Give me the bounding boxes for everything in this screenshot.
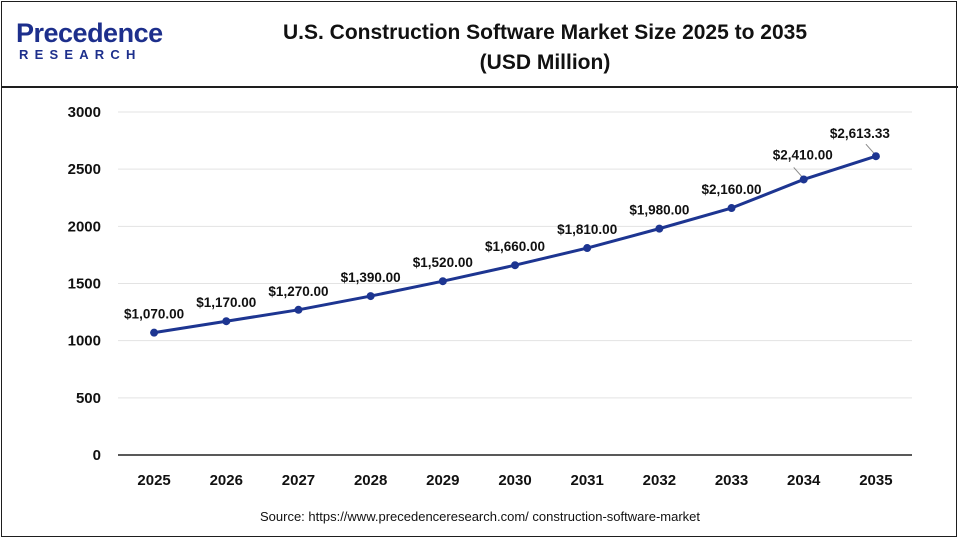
x-tick-label: 2030 bbox=[498, 472, 531, 489]
data-label: $2,160.00 bbox=[702, 182, 762, 197]
data-label: $2,613.33 bbox=[830, 126, 891, 141]
y-tick-label: 500 bbox=[76, 390, 101, 407]
y-tick-label: 1000 bbox=[68, 333, 101, 350]
data-label: $2,410.00 bbox=[773, 147, 833, 162]
y-tick-label: 3000 bbox=[68, 104, 101, 121]
data-point bbox=[366, 292, 375, 301]
data-point bbox=[655, 224, 664, 233]
chart-title-line1: U.S. Construction Software Market Size 2… bbox=[283, 21, 807, 44]
x-tick-label: 2031 bbox=[570, 472, 603, 489]
chart-title-line2: (USD Million) bbox=[479, 51, 611, 74]
data-point bbox=[294, 305, 303, 314]
data-label: $1,980.00 bbox=[629, 203, 689, 218]
data-label: $1,390.00 bbox=[341, 270, 401, 285]
x-tick-label: 2027 bbox=[282, 472, 315, 489]
data-label: $1,520.00 bbox=[413, 255, 473, 270]
y-tick-label: 2000 bbox=[68, 218, 101, 235]
y-tick-label: 2500 bbox=[68, 161, 101, 178]
header: Precedence RESEARCH U.S. Construction So… bbox=[0, 0, 960, 86]
data-point bbox=[222, 317, 231, 326]
logo-subtitle: RESEARCH bbox=[19, 47, 142, 62]
data-point bbox=[871, 152, 880, 161]
chart-title: U.S. Construction Software Market Size 2… bbox=[230, 18, 860, 78]
x-tick-label: 2029 bbox=[426, 472, 459, 489]
data-point bbox=[150, 328, 159, 337]
x-tick-label: 2035 bbox=[859, 472, 892, 489]
x-tick-label: 2028 bbox=[354, 472, 387, 489]
data-point bbox=[727, 204, 736, 213]
data-point bbox=[511, 261, 519, 270]
x-tick-label: 2034 bbox=[787, 472, 821, 489]
logo-wordmark: Precedence bbox=[16, 18, 163, 48]
data-point bbox=[438, 277, 447, 286]
data-point bbox=[583, 244, 592, 253]
data-point bbox=[799, 175, 808, 184]
x-tick-label: 2033 bbox=[715, 472, 748, 489]
data-label: $1,070.00 bbox=[124, 307, 184, 322]
data-label: $1,660.00 bbox=[485, 239, 545, 254]
y-tick-label: 0 bbox=[93, 447, 101, 464]
source-note: Source: https://www.precedenceresearch.c… bbox=[259, 509, 700, 524]
x-tick-label: 2025 bbox=[137, 472, 170, 489]
brand-logo: Precedence RESEARCH bbox=[16, 18, 166, 62]
data-label-leader bbox=[793, 167, 803, 177]
y-tick-label: 1500 bbox=[68, 276, 101, 293]
x-tick-label: 2026 bbox=[210, 472, 243, 489]
data-label: $1,170.00 bbox=[196, 295, 256, 310]
x-tick-label: 2032 bbox=[643, 472, 676, 489]
data-label: $1,270.00 bbox=[268, 284, 328, 299]
header-divider bbox=[2, 86, 958, 88]
data-label-leader bbox=[865, 143, 875, 154]
data-label: $1,810.00 bbox=[557, 222, 617, 237]
